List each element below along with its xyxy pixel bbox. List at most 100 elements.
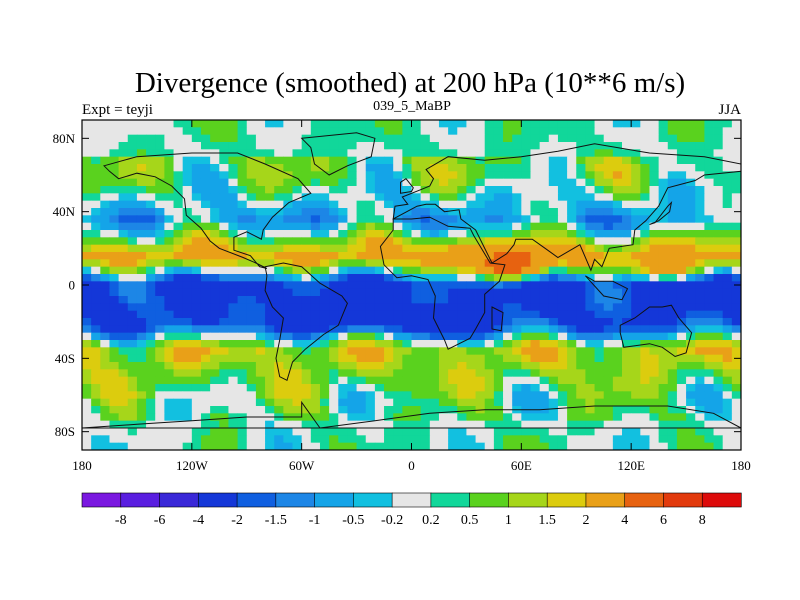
- field-cell: [301, 354, 312, 363]
- field-cell: [521, 120, 531, 128]
- field-cell: [100, 376, 110, 385]
- field-cell: [310, 376, 321, 385]
- field-cell: [658, 420, 669, 429]
- field-cell: [384, 142, 394, 150]
- field-cell: [109, 413, 120, 422]
- field-cell: [283, 230, 293, 238]
- field-cell: [283, 200, 293, 209]
- field-cell: [448, 230, 458, 238]
- field-cell: [191, 296, 202, 304]
- field-cell: [265, 208, 275, 216]
- field-cell: [567, 200, 577, 209]
- field-cell: [539, 435, 550, 444]
- field-cell: [640, 274, 650, 282]
- field-cell: [310, 296, 321, 304]
- field-cell: [356, 134, 367, 143]
- field-cell: [82, 398, 92, 407]
- field-cell: [283, 340, 293, 348]
- field-cell: [402, 362, 412, 370]
- field-cell: [274, 222, 284, 231]
- field-cell: [228, 347, 238, 356]
- field-cell: [200, 435, 211, 444]
- field-cell: [91, 156, 101, 165]
- field-cell: [100, 208, 110, 216]
- y-tick-label: 40S: [55, 351, 75, 366]
- field-cell: [603, 259, 614, 268]
- field-cell: [356, 222, 367, 231]
- field-cell: [164, 193, 174, 202]
- field-cell: [521, 391, 531, 400]
- field-cell: [164, 413, 174, 422]
- field-cell: [503, 208, 513, 216]
- field-cell: [155, 237, 165, 246]
- field-cell: [603, 164, 614, 172]
- field-cell: [512, 391, 522, 400]
- field-cell: [676, 376, 687, 385]
- field-cell: [118, 384, 129, 392]
- field-cell: [365, 398, 376, 407]
- field-cell: [484, 332, 495, 341]
- field-cell: [228, 156, 238, 165]
- field-cell: [539, 376, 550, 385]
- field-cell: [347, 252, 357, 260]
- field-cell: [219, 391, 229, 400]
- field-cell: [429, 347, 440, 356]
- field-cell: [576, 274, 586, 282]
- field-cell: [548, 127, 559, 136]
- field-cell: [136, 127, 147, 136]
- field-cell: [457, 296, 467, 304]
- field-cell: [548, 442, 559, 451]
- field-cell: [695, 134, 705, 143]
- field-cell: [466, 142, 476, 150]
- field-cell: [384, 127, 394, 136]
- field-cell: [484, 156, 495, 165]
- field-cell: [191, 222, 202, 231]
- field-cell: [438, 435, 449, 444]
- field-cell: [640, 369, 650, 378]
- field-cell: [640, 252, 650, 260]
- field-cell: [512, 288, 522, 297]
- field-cell: [265, 288, 275, 297]
- field-cell: [493, 398, 504, 407]
- field-cell: [255, 428, 266, 436]
- field-cell: [713, 193, 724, 202]
- field-cell: [255, 171, 266, 180]
- field-cell: [200, 252, 211, 260]
- field-cell: [356, 288, 367, 297]
- field-cell: [219, 332, 229, 341]
- field-cell: [246, 142, 257, 150]
- field-cell: [319, 171, 330, 180]
- field-cell: [292, 178, 303, 187]
- field-cell: [182, 252, 193, 260]
- field-cell: [402, 413, 412, 422]
- field-cell: [676, 222, 687, 231]
- field-cell: [246, 244, 257, 253]
- field-cell: [374, 208, 385, 216]
- field-cell: [100, 171, 110, 180]
- x-tick-label: 0: [408, 458, 415, 473]
- field-cell: [82, 127, 92, 136]
- field-cell: [173, 193, 184, 202]
- field-cell: [466, 178, 476, 187]
- field-cell: [695, 164, 705, 172]
- field-cell: [466, 171, 476, 180]
- field-cell: [686, 200, 696, 209]
- field-cell: [319, 406, 330, 414]
- field-cell: [493, 237, 504, 246]
- field-cell: [411, 369, 422, 378]
- field-cell: [493, 296, 504, 304]
- field-cell: [667, 274, 678, 282]
- field-cell: [255, 310, 266, 319]
- field-cell: [164, 208, 174, 216]
- field-cell: [100, 296, 110, 304]
- field-cell: [695, 296, 705, 304]
- field-cell: [603, 406, 614, 414]
- field-cell: [667, 318, 678, 326]
- field-cell: [695, 193, 705, 202]
- field-cell: [411, 171, 422, 180]
- field-cell: [109, 208, 120, 216]
- field-cell: [374, 428, 385, 436]
- field-cell: [283, 347, 293, 356]
- field-cell: [429, 178, 440, 187]
- x-tick-label: 60E: [511, 458, 532, 473]
